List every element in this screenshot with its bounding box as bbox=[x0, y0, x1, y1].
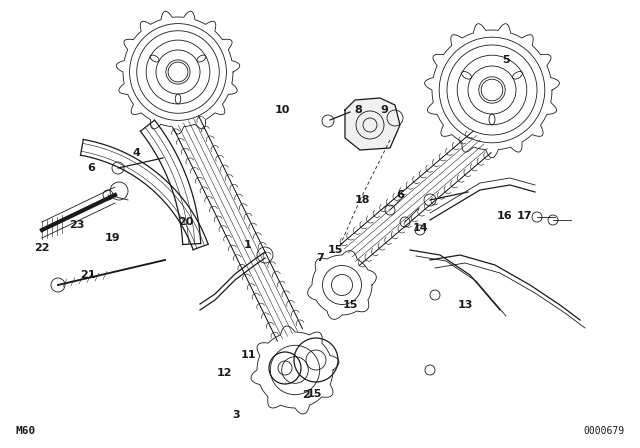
Text: M60: M60 bbox=[16, 426, 36, 436]
Text: 15: 15 bbox=[327, 245, 342, 255]
Text: 8: 8 bbox=[354, 105, 362, 115]
Text: 15: 15 bbox=[342, 300, 358, 310]
Text: 13: 13 bbox=[458, 300, 473, 310]
Text: 22: 22 bbox=[35, 243, 50, 253]
Text: 21: 21 bbox=[80, 270, 96, 280]
Text: 5: 5 bbox=[502, 55, 510, 65]
Text: 2: 2 bbox=[302, 390, 310, 400]
Text: 3: 3 bbox=[232, 410, 240, 420]
Text: 17: 17 bbox=[516, 211, 532, 221]
Text: 20: 20 bbox=[179, 217, 194, 227]
Text: 11: 11 bbox=[240, 350, 256, 360]
Text: 6: 6 bbox=[396, 190, 404, 200]
Text: 1: 1 bbox=[244, 240, 252, 250]
Text: 16: 16 bbox=[497, 211, 513, 221]
Text: 19: 19 bbox=[104, 233, 120, 243]
Text: 14: 14 bbox=[413, 223, 429, 233]
Text: 23: 23 bbox=[69, 220, 84, 230]
Text: 9: 9 bbox=[380, 105, 388, 115]
Text: 7: 7 bbox=[316, 253, 324, 263]
Text: 10: 10 bbox=[275, 105, 290, 115]
Polygon shape bbox=[345, 98, 400, 150]
Text: 18: 18 bbox=[355, 195, 370, 205]
Text: 4: 4 bbox=[132, 148, 140, 158]
Text: 12: 12 bbox=[216, 368, 232, 378]
Text: 0000679: 0000679 bbox=[583, 426, 624, 436]
Text: 15: 15 bbox=[307, 389, 322, 399]
Text: 6: 6 bbox=[87, 163, 95, 173]
